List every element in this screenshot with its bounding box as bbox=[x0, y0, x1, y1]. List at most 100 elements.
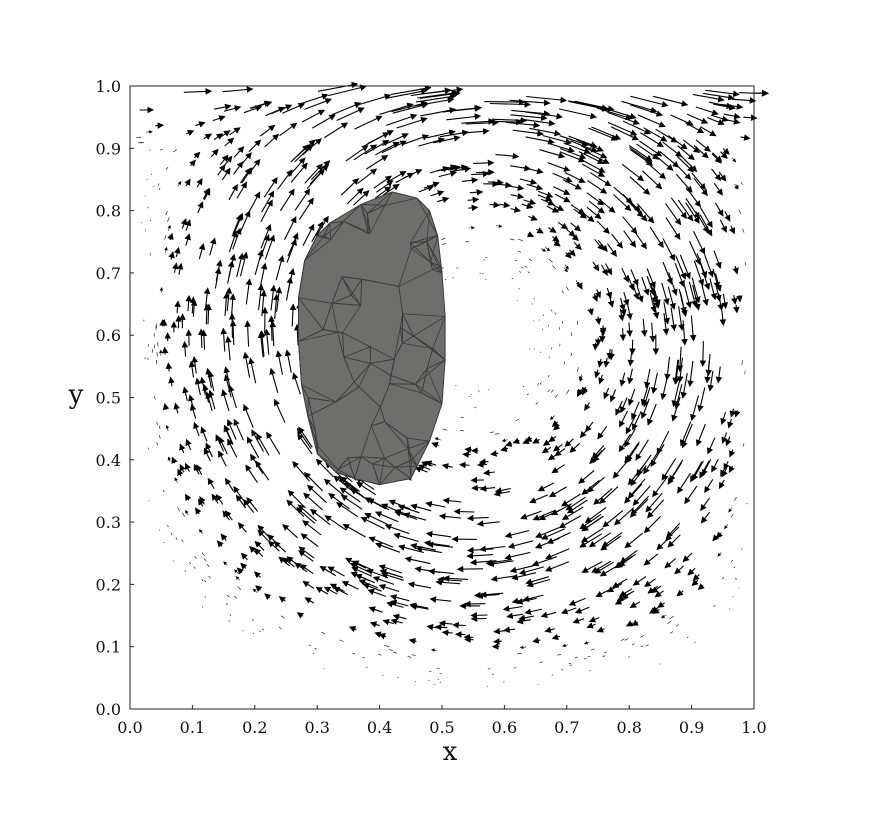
velocity-arrow bbox=[214, 103, 232, 111]
mesh-edge bbox=[301, 384, 309, 417]
velocity-arrow bbox=[623, 230, 637, 248]
velocity-arrow bbox=[306, 484, 327, 504]
velocity-arrow bbox=[621, 267, 629, 283]
velocity-arrow bbox=[367, 588, 386, 597]
velocity-arrow bbox=[533, 297, 535, 300]
velocity-arrow bbox=[198, 328, 205, 349]
mesh-edge bbox=[416, 440, 430, 467]
immersed-body-mesh bbox=[298, 191, 446, 486]
velocity-arrow bbox=[552, 172, 573, 183]
velocity-arrow bbox=[350, 488, 372, 503]
velocity-arrow bbox=[547, 162, 571, 172]
velocity-arrow bbox=[539, 382, 542, 385]
mesh-edge bbox=[307, 397, 309, 417]
velocity-arrow bbox=[646, 275, 655, 296]
mesh-edge bbox=[304, 239, 332, 261]
velocity-arrow bbox=[181, 539, 184, 543]
velocity-arrow bbox=[366, 568, 389, 579]
velocity-arrow bbox=[551, 464, 565, 474]
mesh-edge bbox=[389, 383, 422, 394]
velocity-arrow bbox=[539, 661, 543, 663]
velocity-arrow bbox=[193, 566, 196, 569]
velocity-arrow bbox=[414, 96, 455, 107]
velocity-arrow bbox=[717, 293, 724, 311]
velocity-arrow bbox=[534, 537, 560, 549]
velocity-arrow bbox=[684, 485, 698, 505]
velocity-arrow bbox=[670, 197, 687, 220]
velocity-arrow bbox=[266, 431, 281, 455]
velocity-arrow bbox=[598, 374, 605, 385]
velocity-arrow bbox=[284, 216, 297, 240]
velocity-arrow bbox=[479, 591, 504, 598]
velocity-arrow bbox=[487, 179, 504, 186]
velocity-arrow bbox=[224, 137, 235, 147]
velocity-arrow bbox=[159, 287, 164, 293]
velocity-arrow bbox=[728, 507, 732, 513]
velocity-arrow bbox=[264, 133, 280, 148]
velocity-arrow bbox=[652, 475, 669, 498]
velocity-arrow bbox=[288, 157, 306, 177]
velocity-arrow bbox=[429, 166, 450, 174]
velocity-arrow bbox=[423, 181, 440, 189]
mesh-edge bbox=[350, 294, 361, 306]
velocity-arrow bbox=[296, 427, 312, 450]
velocity-arrow bbox=[542, 134, 572, 145]
velocity-arrow bbox=[630, 95, 669, 108]
velocity-arrow bbox=[730, 513, 734, 518]
velocity-arrow bbox=[564, 251, 572, 259]
velocity-arrow bbox=[506, 612, 523, 620]
velocity-arrow bbox=[204, 580, 207, 583]
velocity-arrow bbox=[190, 403, 197, 419]
velocity-arrow bbox=[653, 153, 674, 171]
velocity-arrow bbox=[744, 262, 747, 266]
velocity-arrow bbox=[164, 246, 168, 253]
velocity-arrow bbox=[718, 171, 727, 182]
velocity-arrow bbox=[656, 536, 671, 551]
velocity-arrow bbox=[259, 124, 276, 137]
velocity-arrow bbox=[509, 564, 536, 574]
velocity-arrow bbox=[426, 623, 439, 631]
mesh-edge bbox=[367, 205, 386, 214]
velocity-arrow bbox=[682, 552, 693, 563]
velocity-arrow bbox=[721, 576, 725, 580]
velocity-arrow bbox=[676, 589, 684, 597]
velocity-arrow bbox=[738, 587, 740, 590]
velocity-arrow bbox=[205, 303, 212, 325]
mesh-edge bbox=[384, 457, 396, 468]
velocity-arrow bbox=[712, 152, 723, 163]
velocity-arrow bbox=[438, 513, 462, 520]
velocity-arrow bbox=[689, 395, 700, 422]
velocity-arrow bbox=[721, 293, 729, 310]
velocity-arrow bbox=[646, 644, 649, 647]
velocity-arrow bbox=[631, 619, 639, 626]
velocity-arrow bbox=[627, 368, 634, 385]
mesh-edge bbox=[317, 235, 332, 240]
velocity-arrow bbox=[418, 137, 446, 147]
mesh-edge bbox=[398, 269, 433, 287]
velocity-arrow bbox=[311, 160, 331, 180]
mesh-edge bbox=[360, 279, 363, 306]
velocity-arrow bbox=[561, 493, 581, 507]
velocity-arrow bbox=[226, 418, 237, 440]
velocity-arrow bbox=[257, 524, 270, 538]
velocity-arrow bbox=[576, 282, 583, 290]
velocity-arrow bbox=[357, 168, 378, 184]
velocity-arrow bbox=[680, 155, 698, 173]
velocity-arrow bbox=[584, 640, 590, 645]
velocity-arrow bbox=[260, 289, 267, 317]
velocity-arrow bbox=[473, 159, 495, 167]
velocity-arrow bbox=[385, 113, 418, 126]
velocity-arrow bbox=[300, 533, 319, 547]
velocity-arrow bbox=[564, 172, 586, 183]
velocity-arrow bbox=[618, 433, 631, 453]
velocity-arrow bbox=[287, 489, 306, 509]
mesh-edge bbox=[390, 375, 416, 385]
velocity-arrow bbox=[444, 278, 447, 281]
velocity-arrow bbox=[581, 388, 588, 396]
velocity-arrow bbox=[184, 462, 191, 472]
velocity-arrow bbox=[646, 268, 656, 289]
velocity-arrow bbox=[590, 648, 595, 651]
velocity-arrow bbox=[741, 360, 743, 365]
velocity-arrow bbox=[563, 361, 566, 365]
velocity-arrow bbox=[173, 149, 177, 153]
